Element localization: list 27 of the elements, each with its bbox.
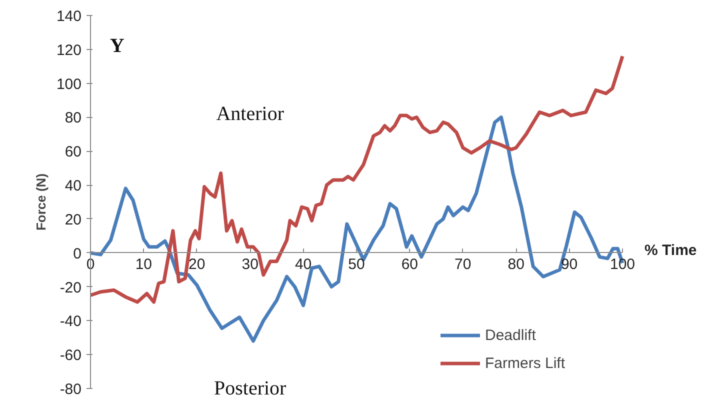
y-tick-label: -20 (60, 279, 82, 296)
annotation: Posterior (214, 378, 287, 400)
x-axis-title: % Time (644, 242, 697, 259)
x-tick-label: 30 (242, 256, 258, 273)
x-tick-label: 10 (135, 256, 152, 273)
y-tick-label: 80 (64, 110, 82, 127)
legend-label: Farmers Lift (485, 354, 566, 372)
x-tick-label: 100 (610, 256, 636, 273)
y-tick-label: 40 (64, 178, 82, 195)
x-tick-label: 60 (401, 256, 418, 273)
legend-label: Deadlift (485, 326, 536, 344)
y-tick-label: 100 (56, 76, 82, 93)
y-tick-label: 20 (64, 211, 82, 228)
y-tick-label: -60 (60, 347, 82, 364)
y-tick-label: 120 (56, 42, 82, 59)
y-tick-label: 60 (64, 144, 82, 161)
annotation: Anterior (216, 102, 284, 125)
x-tick-label: 80 (508, 256, 524, 273)
y-tick-label: 140 (56, 8, 82, 25)
annotation: Y (110, 35, 125, 58)
y-axis-title: Force (N) (33, 173, 48, 231)
x-tick-label: 40 (294, 256, 312, 273)
x-tick-label: 50 (348, 256, 365, 273)
x-tick-label: 20 (188, 256, 206, 273)
x-tick-label: 70 (454, 256, 472, 273)
y-tick-label: -80 (60, 381, 82, 398)
y-tick-label: -40 (60, 313, 82, 330)
